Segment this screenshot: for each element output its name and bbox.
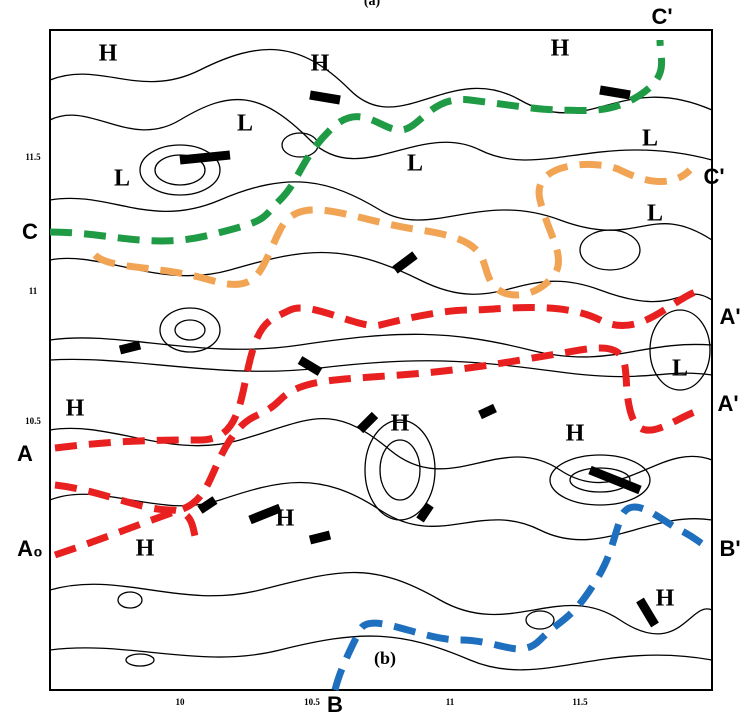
section-label: A₀: [17, 536, 43, 561]
y-tick-label: 11: [29, 286, 38, 296]
section-label: A': [717, 391, 738, 416]
section-label: C: [22, 219, 38, 244]
section-lines: [50, 40, 712, 690]
section-label: B': [719, 536, 740, 561]
region-label: H: [99, 41, 118, 67]
y-tick-label: 11.5: [25, 152, 41, 162]
region-label: L: [407, 151, 423, 177]
figure: (a) H H H: [0, 0, 745, 719]
region-label: H: [66, 396, 85, 422]
section-label: C': [651, 4, 672, 29]
x-tick-label: 10.5: [304, 697, 320, 707]
x-tick-label: 11.5: [572, 697, 588, 707]
axis-ticks: 11.5 11 10.5 10 10.5 11 11.5: [25, 152, 588, 707]
section-label: A: [17, 441, 33, 466]
region-label: H: [656, 586, 675, 612]
section-label: C': [703, 164, 724, 189]
section-label: B: [327, 692, 343, 717]
x-tick-label: 11: [446, 697, 455, 707]
region-label: L: [647, 201, 663, 227]
section-label: A': [719, 304, 740, 329]
region-label: L: [642, 126, 658, 152]
region-label: H: [311, 51, 330, 77]
region-label: L: [237, 111, 253, 137]
caption-top: (a): [364, 0, 381, 9]
region-label: L: [114, 166, 130, 192]
region-label: H: [566, 421, 585, 447]
region-label: H: [136, 536, 155, 562]
panel-label: (b): [374, 648, 396, 669]
region-label: H: [276, 506, 295, 532]
y-tick-label: 10.5: [25, 416, 41, 426]
region-label: H: [391, 411, 410, 437]
x-tick-label: 10: [176, 697, 186, 707]
contours: [50, 50, 712, 670]
region-label: L: [672, 356, 688, 382]
region-label: H: [551, 36, 570, 62]
section-labels: C C' C' A' A' A A₀ B B': [17, 4, 741, 717]
black-markers: [120, 90, 655, 625]
map-frame: [50, 30, 712, 690]
